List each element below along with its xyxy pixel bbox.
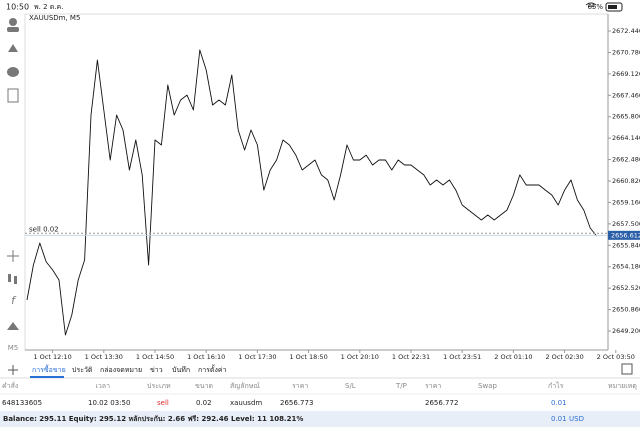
y-tick-label: 2659.160 bbox=[612, 198, 640, 206]
add-button[interactable] bbox=[8, 365, 18, 375]
objects-icon[interactable] bbox=[7, 322, 19, 330]
y-tick-label: 2650.860 bbox=[612, 306, 640, 314]
summary-row bbox=[0, 411, 640, 427]
y-tick-label: 2655.840 bbox=[612, 241, 640, 249]
account-icon[interactable] bbox=[9, 18, 17, 26]
period-button[interactable]: M5 bbox=[8, 344, 19, 352]
window-button[interactable] bbox=[621, 363, 633, 375]
chart-frame bbox=[24, 13, 609, 351]
wifi-icon bbox=[585, 2, 597, 8]
table: คำสั่ง เวลา ประเภท ขนาด สัญลักษณ์ ราคา S/L T/P ร… bbox=[0, 381, 640, 407]
y-tick-label: 2652.520 bbox=[612, 284, 640, 292]
cell-time: 10.02 03:50 bbox=[88, 399, 130, 407]
cell-type: sell bbox=[157, 399, 169, 407]
x-tick-label: 1 Oct 23:51 bbox=[443, 353, 481, 361]
column-header: คำสั่ง bbox=[2, 381, 18, 390]
column-header: ราคา bbox=[425, 382, 441, 390]
x-tick-label: 1 Oct 14:50 bbox=[136, 353, 174, 361]
x-tick-label: 1 Oct 20:10 bbox=[341, 353, 379, 361]
x-tick-label: 1 Oct 13:30 bbox=[85, 353, 123, 361]
summary-currency: USD bbox=[569, 415, 584, 423]
tabs: การซื้อขาย ประวัติ กล่องจดหมาย ข่าว บันทึก กา… bbox=[30, 363, 227, 378]
new-icon[interactable] bbox=[7, 88, 19, 103]
battery-percent: 65% bbox=[587, 3, 603, 11]
y-tick-label: 2665.800 bbox=[612, 113, 640, 121]
order-label: sell 0.02 bbox=[29, 225, 59, 233]
cell-order: 648133605 bbox=[2, 399, 42, 407]
column-header: สัญลักษณ์ bbox=[230, 382, 260, 390]
column-header: ประเภท bbox=[147, 382, 171, 390]
column-header: S/L bbox=[345, 382, 356, 390]
x-tick-label: 2 Oct 03:50 bbox=[597, 353, 635, 361]
y-tick-label: 2670.780 bbox=[612, 48, 640, 56]
column-header: กำไร bbox=[548, 381, 564, 390]
x-tick-label: 1 Oct 17:30 bbox=[238, 353, 276, 361]
function-icon[interactable]: f bbox=[11, 294, 17, 307]
tab[interactable]: ข่าว bbox=[150, 366, 163, 374]
x-tick-label: 1 Oct 22:31 bbox=[392, 353, 430, 361]
tab[interactable]: การตั้งค่า bbox=[198, 363, 227, 374]
trade-icon[interactable] bbox=[8, 44, 18, 52]
y-tick-label: 2649.200 bbox=[612, 327, 640, 335]
column-header: ราคา bbox=[292, 382, 308, 390]
y-tick-label: 2654.180 bbox=[612, 263, 640, 271]
y-tick-label: 2660.820 bbox=[612, 177, 640, 185]
y-tick-label: 2672.440 bbox=[612, 27, 640, 35]
y-tick-label: 2667.460 bbox=[612, 91, 640, 99]
tab-bar bbox=[0, 360, 640, 378]
column-header: Swap bbox=[478, 382, 497, 390]
x-tick-label: 2 Oct 01:10 bbox=[494, 353, 532, 361]
cell-open-price: 2656.773 bbox=[280, 399, 313, 407]
battery-icon bbox=[605, 2, 623, 12]
column-header: หมายเหตุ bbox=[608, 382, 637, 390]
price-line bbox=[26, 49, 597, 336]
summary-profit: 0.01 bbox=[551, 415, 567, 423]
date: พ. 2 ต.ค. bbox=[34, 3, 63, 11]
y-tick-label: 2669.120 bbox=[612, 70, 640, 78]
tab[interactable]: กล่องจดหมาย bbox=[100, 366, 142, 374]
chart-title: XAUUSDm, M5 bbox=[29, 14, 80, 22]
crosshair-icon[interactable] bbox=[7, 250, 19, 262]
y-tick-label: 2657.500 bbox=[612, 220, 640, 228]
chat-icon[interactable] bbox=[7, 67, 19, 77]
tab[interactable]: ประวัติ bbox=[72, 366, 93, 374]
last-price-tag bbox=[608, 230, 640, 240]
x-tick-label: 1 Oct 12:10 bbox=[33, 353, 71, 361]
summary-text: Balance: 295.11 Equity: 295.12 หลักประกั… bbox=[3, 415, 303, 423]
column-header: T/P bbox=[395, 382, 407, 390]
cell-profit: 0.01 bbox=[551, 399, 567, 407]
x-tick-label: 1 Oct 18:50 bbox=[289, 353, 327, 361]
battery-level bbox=[608, 5, 617, 9]
x-tick-label: 2 Oct 02:30 bbox=[545, 353, 583, 361]
x-tick-label: 1 Oct 16:10 bbox=[187, 353, 225, 361]
plot: 2672.440 2670.780 2669.120 2667.460 2665.800… bbox=[25, 27, 640, 361]
cell-volume: 0.02 bbox=[196, 399, 212, 407]
account-icon-body bbox=[7, 27, 19, 32]
last-price-label: 2656.612 bbox=[611, 231, 640, 239]
y-tick-label: 2662.480 bbox=[612, 156, 640, 164]
cell-price: 2656.772 bbox=[425, 399, 458, 407]
cell-symbol: xauusdm bbox=[230, 399, 262, 407]
tab[interactable]: การซื้อขาย bbox=[32, 363, 66, 374]
tab[interactable]: บันทึก bbox=[172, 365, 190, 374]
y-tick-label: 2664.140 bbox=[612, 134, 640, 142]
clock: 10:50 bbox=[6, 3, 29, 12]
column-header: เวลา bbox=[95, 382, 110, 390]
toolbar: f bbox=[7, 18, 19, 330]
indicator-icon[interactable] bbox=[8, 274, 11, 282]
column-header: ขนาด bbox=[195, 382, 213, 390]
